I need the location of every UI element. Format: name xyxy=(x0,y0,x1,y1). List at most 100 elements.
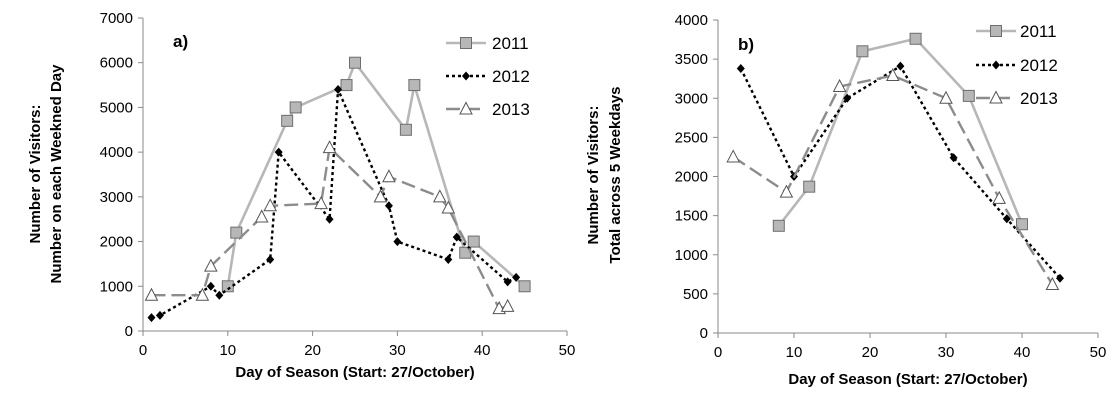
chart-a-x-tick-label: 40 xyxy=(474,342,491,359)
chart-b-legend-label: 2012 xyxy=(1020,56,1058,75)
chart-a-x-tick-label: 20 xyxy=(304,342,321,359)
chart-a-data-point xyxy=(349,56,361,69)
chart-b-data-point xyxy=(856,45,869,58)
chart-a-y-tick-label: 3000 xyxy=(100,189,133,206)
chart-a-data-point xyxy=(432,189,447,203)
chart-a-series-2011 xyxy=(221,56,531,293)
chart-a-x-tick-label: 30 xyxy=(389,342,406,359)
chart-a-data-point xyxy=(393,237,402,247)
chart-b-y-tick-label: 3000 xyxy=(675,90,708,107)
chart-b-series-line xyxy=(739,64,1061,280)
chart-b-data-point xyxy=(843,93,852,103)
chart-b-y-axis-label: Number of Visitors: xyxy=(585,106,602,245)
chart-a-data-point xyxy=(206,281,215,291)
chart-b-y-axis-label: Total across 5 Weekdays xyxy=(607,86,624,263)
chart-b-x-tick-label: 20 xyxy=(862,344,879,361)
chart-b-x-axis-label: Day of Season (Start: 27/October) xyxy=(788,371,1027,388)
chart-a-series-2012 xyxy=(147,85,521,323)
chart-b-x-tick-label: 10 xyxy=(786,344,803,361)
chart-a-data-point xyxy=(399,123,412,136)
chart-a-data-point xyxy=(204,258,218,272)
chart-b-legend-entry: 2011 xyxy=(976,22,1057,41)
chart-b-legend-marker xyxy=(992,60,1000,70)
chart-a-y-tick-label: 7000 xyxy=(100,10,133,27)
chart-b-data-point xyxy=(992,190,1007,204)
chart-b-y-tick-label: 4000 xyxy=(675,12,708,29)
chart-b-series-2012 xyxy=(736,61,1064,283)
chart-b-data-point xyxy=(832,78,847,93)
chart-a-data-point xyxy=(334,85,343,95)
chart-a-data-point xyxy=(322,140,337,154)
chart-b-series-2013 xyxy=(726,67,1060,290)
chart-a-data-point xyxy=(518,280,531,293)
chart-b-x-tick-label: 50 xyxy=(1090,344,1107,361)
chart-b-x-tick-label: 30 xyxy=(938,344,955,361)
chart-b-y-tick-label: 3500 xyxy=(675,51,708,68)
chart-b-data-point xyxy=(949,153,958,163)
chart-b-data-point xyxy=(1002,214,1011,224)
chart-a-data-point xyxy=(500,298,515,312)
chart-b-legend-entry: 2013 xyxy=(976,89,1058,108)
chart-b-data-point xyxy=(803,180,816,193)
chart-b-y-tick-label: 2000 xyxy=(675,169,708,186)
chart-a-data-point xyxy=(444,254,453,264)
chart-b-legend-marker xyxy=(989,90,1003,104)
chart-a-data-point xyxy=(266,254,275,264)
chart-a-data-point xyxy=(274,147,283,157)
chart-b-x-tick-label: 0 xyxy=(714,344,722,361)
chart-b-data-point xyxy=(736,64,745,74)
chart-a-series-line xyxy=(151,88,517,319)
chart-a-x-axis-label: Day of Season (Start: 27/October) xyxy=(235,364,474,381)
chart-a-data-point xyxy=(373,189,388,203)
chart-a-data-point xyxy=(144,287,159,301)
chart-a-data-point xyxy=(325,214,334,224)
chart-a-panel-label: a) xyxy=(173,32,188,51)
chart-a-x-tick-label: 10 xyxy=(219,342,236,359)
chart-b-data-point xyxy=(962,89,975,102)
chart-b-series-2011 xyxy=(772,32,1028,232)
chart-a-legend-marker xyxy=(460,37,472,49)
chart-b: 0 500 1000 1500 2000 2500 3000 3500 4000 0 10 20 30 4… xyxy=(585,12,1106,388)
chart-b-data-point xyxy=(1016,218,1028,231)
chart-b-y-tick-label: 1000 xyxy=(675,247,708,264)
chart-a-data-point xyxy=(382,169,396,183)
chart-a: 0 1000 2000 3000 4000 5000 6000 7000 0 10 20 30 40 50… xyxy=(27,10,575,381)
chart-a-data-point xyxy=(215,290,224,300)
chart-b-legend-label: 2013 xyxy=(1020,89,1058,108)
chart-b-legend-label: 2011 xyxy=(1020,22,1057,41)
chart-a-data-point xyxy=(512,272,521,282)
chart-a-y-tick-label: 6000 xyxy=(100,55,133,72)
chart-b-x-tick-label: 40 xyxy=(1014,344,1031,361)
chart-b-legend-marker xyxy=(990,25,1002,37)
chart-a-data-point xyxy=(147,313,156,323)
chart-b-panel-label: b) xyxy=(738,35,754,54)
chart-a-legend-label: 2012 xyxy=(492,67,530,86)
chart-b-series-line xyxy=(777,37,1024,227)
chart-a-data-point xyxy=(221,280,234,293)
chart-a-data-point xyxy=(467,235,480,248)
chart-a-data-point xyxy=(195,287,210,301)
chart-a-y-tick-label: 0 xyxy=(125,323,133,340)
chart-a-data-point xyxy=(314,195,328,210)
chart-b-data-point xyxy=(896,61,905,71)
chart-a-data-point xyxy=(408,79,421,92)
chart-a-data-point xyxy=(230,226,243,239)
chart-a-data-point xyxy=(155,310,164,320)
chart-b-data-point xyxy=(1045,276,1060,290)
chart-a-data-point xyxy=(281,114,294,127)
chart-b-legend-entry: 2012 xyxy=(976,56,1058,75)
chart-a-series-line xyxy=(226,61,526,288)
chart-a-series-line xyxy=(151,146,508,310)
chart-a-y-axis-label: Number of Visitors: xyxy=(27,105,44,244)
chart-b-data-point xyxy=(939,90,953,104)
chart-a-y-tick-label: 1000 xyxy=(100,278,133,295)
chart-b-data-point xyxy=(885,67,900,82)
chart-b-data-point xyxy=(909,32,922,45)
chart-a-data-point xyxy=(340,79,353,92)
chart-b-data-point xyxy=(1056,273,1064,283)
chart-a-legend-marker xyxy=(462,71,470,81)
chart-b-data-point xyxy=(726,149,741,163)
chart-a-data-point xyxy=(254,209,269,223)
chart-a-data-point xyxy=(384,201,393,211)
